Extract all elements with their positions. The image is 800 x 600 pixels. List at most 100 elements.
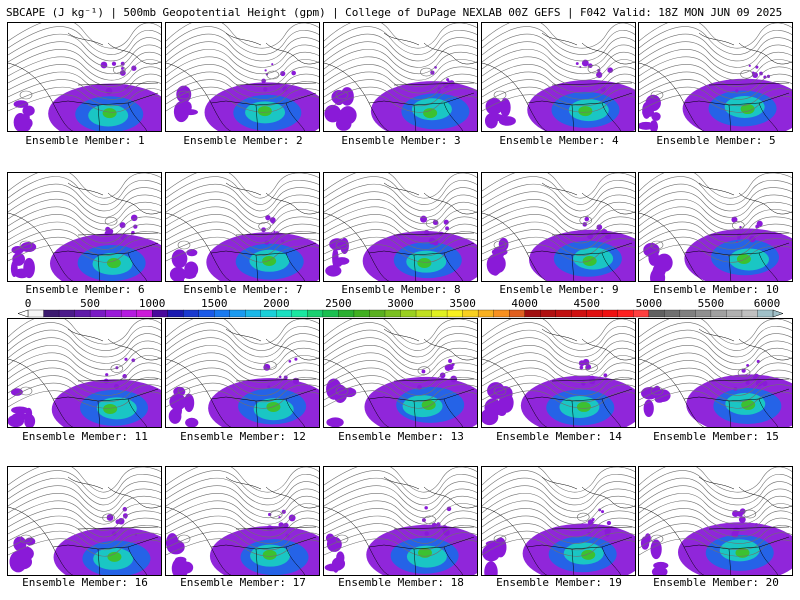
map-panel-svg bbox=[166, 23, 319, 131]
height-contour-line bbox=[166, 360, 319, 383]
ensemble-panel bbox=[165, 466, 320, 576]
colorbar-tick-label: 6000 bbox=[753, 297, 781, 310]
height-contour-line bbox=[166, 390, 319, 409]
height-contour-line bbox=[324, 515, 477, 538]
height-contour-line bbox=[264, 361, 277, 370]
ensemble-panel bbox=[638, 466, 793, 576]
height-contour-line bbox=[324, 236, 477, 257]
height-contour-line bbox=[740, 69, 753, 79]
height-contour-line bbox=[8, 71, 161, 94]
cape-region bbox=[584, 216, 589, 222]
height-contour-line bbox=[482, 477, 635, 506]
height-contour-line bbox=[482, 360, 635, 383]
cape-region bbox=[283, 375, 288, 380]
height-contour-line bbox=[639, 322, 792, 351]
coastline bbox=[324, 182, 477, 281]
height-contour-line bbox=[335, 90, 349, 100]
cape-region bbox=[183, 393, 195, 413]
colorbar-swatch bbox=[276, 309, 293, 318]
cape-region bbox=[105, 373, 109, 377]
height-contour-line bbox=[482, 515, 635, 538]
height-contour-line bbox=[166, 176, 319, 205]
map-boundaries bbox=[8, 182, 161, 281]
height-contour-line bbox=[587, 64, 601, 74]
height-contour-line bbox=[639, 367, 792, 390]
ensemble-member-label: Ensemble Member: 1 bbox=[25, 134, 145, 147]
cape-region bbox=[122, 374, 127, 379]
height-contour-line bbox=[639, 375, 792, 396]
cape-region bbox=[484, 561, 498, 575]
colorbar-swatch bbox=[633, 309, 650, 318]
cape-region bbox=[257, 106, 272, 117]
height-contour-line bbox=[166, 33, 319, 62]
height-contour-line bbox=[324, 390, 477, 409]
ensemble-panel bbox=[7, 466, 162, 576]
height-contour-line bbox=[482, 322, 635, 351]
ensemble-member-label: Ensemble Member: 3 bbox=[341, 134, 461, 147]
height-contour-line bbox=[8, 530, 161, 551]
height-contour-line bbox=[8, 467, 161, 493]
height-contour-line bbox=[166, 467, 319, 493]
height-contour-line bbox=[324, 41, 477, 68]
cape-region bbox=[482, 408, 499, 426]
ensemble-member-label: Ensemble Member: 11 bbox=[22, 430, 148, 443]
height-contour-line bbox=[482, 79, 635, 100]
ensemble-member-label: Ensemble Member: 18 bbox=[338, 576, 464, 589]
height-contour-line bbox=[324, 523, 477, 544]
height-contour-line bbox=[8, 515, 161, 538]
map-panel-svg bbox=[166, 319, 319, 427]
height-contour-line bbox=[335, 534, 349, 544]
cape-region bbox=[752, 72, 759, 78]
cape-region bbox=[735, 89, 739, 93]
cape-region bbox=[8, 414, 25, 427]
height-contour-line bbox=[737, 368, 751, 378]
cape-region bbox=[176, 268, 185, 281]
cape-region bbox=[579, 365, 584, 370]
ensemble-panel bbox=[165, 172, 320, 282]
cape-region bbox=[11, 406, 29, 414]
height-contour-line bbox=[731, 221, 745, 230]
height-contours bbox=[324, 467, 477, 557]
cape-region bbox=[424, 531, 429, 536]
height-contour-line bbox=[639, 515, 792, 538]
cape-region bbox=[653, 561, 669, 570]
cape-region bbox=[122, 513, 128, 519]
map-boundaries bbox=[324, 476, 477, 575]
coastline bbox=[166, 476, 319, 575]
coastline bbox=[639, 182, 792, 281]
height-contour-line bbox=[639, 183, 792, 212]
colorbar-swatch bbox=[462, 309, 479, 318]
height-contour-line bbox=[639, 470, 792, 499]
cape-region bbox=[585, 364, 592, 370]
height-contour-line bbox=[166, 344, 319, 371]
coastline bbox=[166, 182, 319, 281]
height-contour-line bbox=[166, 41, 319, 68]
ensemble-panel bbox=[7, 22, 162, 132]
height-contour-line bbox=[110, 364, 124, 373]
height-contour-line bbox=[8, 322, 161, 351]
colorbar-swatch bbox=[571, 309, 588, 318]
cape-region bbox=[278, 522, 284, 528]
cape-region bbox=[326, 536, 342, 552]
height-contour-line bbox=[8, 191, 161, 218]
map-boundaries bbox=[8, 476, 161, 575]
cape-region bbox=[436, 89, 441, 94]
cape-field bbox=[482, 508, 635, 575]
colorbar-swatch bbox=[353, 309, 370, 318]
ensemble-panel bbox=[7, 318, 162, 428]
map-panel-svg bbox=[482, 23, 635, 131]
cape-region bbox=[442, 529, 450, 536]
colorbar-tick-label: 5000 bbox=[635, 297, 663, 310]
height-contour-line bbox=[324, 214, 477, 237]
colorbar-swatch bbox=[105, 309, 122, 318]
cape-region bbox=[606, 520, 612, 526]
height-contour-line bbox=[266, 70, 280, 80]
map-boundaries bbox=[482, 476, 635, 575]
height-contour-line bbox=[8, 360, 161, 383]
map-boundaries bbox=[324, 32, 477, 131]
coastline bbox=[639, 476, 792, 575]
cape-region bbox=[333, 95, 344, 106]
height-contour-line bbox=[482, 229, 635, 250]
colorbar-swatch bbox=[198, 309, 215, 318]
height-contour-line bbox=[639, 500, 792, 525]
